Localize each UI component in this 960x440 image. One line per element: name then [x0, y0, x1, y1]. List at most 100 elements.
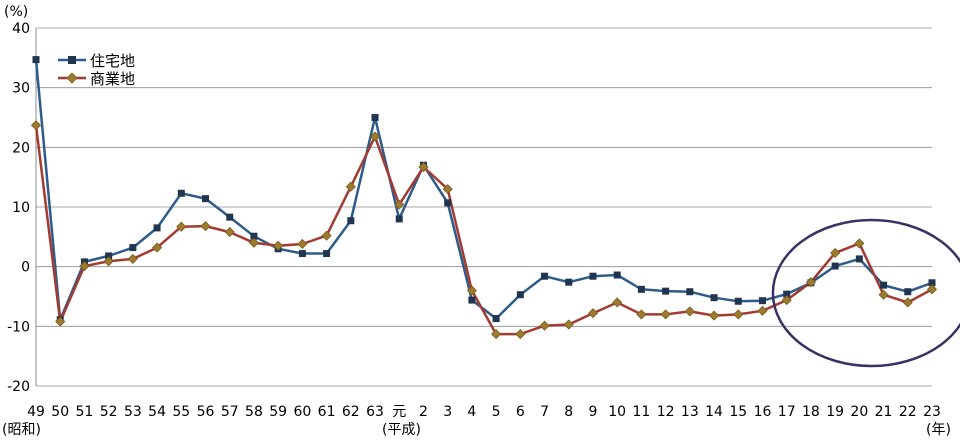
- x-tick-label: 18: [802, 404, 820, 420]
- x-tick-label: 3: [443, 404, 452, 420]
- legend: 住宅地 商業地: [58, 52, 135, 88]
- data-point-series-0: [831, 262, 839, 270]
- data-point-series-1: [176, 221, 187, 232]
- data-point-series-1: [103, 256, 114, 267]
- data-point-series-1: [636, 309, 647, 320]
- data-point-series-1: [297, 238, 308, 250]
- data-point-series-1: [394, 199, 405, 210]
- data-point-series-1: [612, 297, 623, 308]
- data-point-series-0: [904, 288, 912, 296]
- gridlines: [36, 27, 932, 387]
- series-line-1: [34, 125, 933, 336]
- data-point-series-0: [395, 215, 403, 223]
- data-point-series-0: [371, 114, 379, 121]
- data-point-series-1: [757, 305, 768, 316]
- data-point-series-0: [734, 297, 742, 305]
- x-tick-label: 60: [293, 404, 311, 420]
- y-tick-label: 30: [12, 81, 30, 97]
- data-point-series-0: [105, 252, 113, 260]
- data-point-series-1: [345, 181, 356, 192]
- x-tick-label: 23: [923, 404, 941, 420]
- x-tick-label: 53: [124, 404, 142, 420]
- data-point-series-0: [516, 291, 524, 299]
- data-point-series-1: [854, 238, 865, 249]
- x-tick-label: 57: [221, 404, 239, 420]
- x-tick-label: 55: [172, 404, 190, 420]
- data-point-series-0: [298, 250, 306, 258]
- legend-marker-series-1: [66, 72, 78, 84]
- x-tick-label: 61: [318, 404, 336, 420]
- data-point-series-1: [587, 308, 599, 319]
- data-point-series-0: [565, 278, 573, 286]
- x-tick-label: 2: [419, 404, 428, 420]
- x-tick-label: 4: [467, 404, 476, 420]
- x-tick-label: 19: [826, 404, 844, 420]
- x-tick-label: 21: [875, 404, 893, 420]
- data-point-series-0: [492, 315, 500, 323]
- x-tick-label: 8: [564, 404, 573, 420]
- data-point-series-1: [781, 295, 792, 306]
- data-point-series-0: [323, 250, 331, 258]
- x-unit-label: (年): [926, 422, 951, 438]
- data-point-series-0: [783, 290, 791, 298]
- x-tick-label: 56: [197, 404, 215, 420]
- legend-label-series-0: 住宅地: [90, 52, 135, 70]
- x-era-label-showa: (昭和): [2, 422, 41, 438]
- data-point-series-1: [466, 285, 477, 296]
- data-point-series-1: [708, 310, 720, 321]
- x-era-label-heisei: (平成): [382, 422, 421, 438]
- data-point-series-1: [369, 131, 381, 142]
- x-tick-label: 17: [778, 404, 796, 420]
- data-point-series-0: [226, 213, 234, 221]
- data-point-series-0: [758, 297, 766, 305]
- data-point-series-1: [442, 184, 453, 195]
- data-point-series-1: [539, 320, 550, 331]
- data-point-series-1: [79, 261, 90, 272]
- data-point-series-1: [200, 221, 211, 232]
- data-point-series-1: [902, 297, 913, 308]
- x-tick-label: 12: [657, 404, 675, 420]
- data-point-series-1: [55, 316, 66, 327]
- data-point-series-0: [541, 272, 549, 280]
- data-point-series-1: [660, 309, 671, 320]
- y-tick-label: -20: [7, 379, 30, 395]
- data-point-series-1: [878, 289, 889, 300]
- x-tick-label: 20: [850, 404, 868, 420]
- y-tick-labels: -20 -10 0 10 20 30 40: [7, 21, 30, 395]
- data-point-series-0: [710, 294, 718, 302]
- x-tick-label: 50: [51, 404, 69, 420]
- data-point-series-0: [250, 232, 258, 240]
- x-tick-label: 54: [148, 404, 166, 420]
- legend-label-series-1: 商業地: [90, 70, 135, 88]
- x-tick-labels: 49 50 51 52 53 54 55 56 57 58 59 60 61 62 63 元 2 3 4 5 6 7 8 9 1…: [27, 404, 941, 420]
- x-tick-label: 9: [589, 404, 598, 420]
- data-point-series-0: [880, 281, 888, 289]
- data-point-series-1: [733, 309, 744, 320]
- data-point-series-1: [563, 319, 574, 330]
- data-point-series-0: [855, 255, 863, 263]
- x-tick-label: 63: [366, 404, 384, 420]
- y-tick-label: 0: [21, 260, 30, 276]
- data-point-series-0: [202, 195, 210, 203]
- data-point-series-1: [127, 253, 138, 264]
- x-tick-label: 5: [492, 404, 501, 420]
- data-point-series-0: [32, 56, 40, 64]
- data-point-series-0: [613, 271, 621, 279]
- data-point-series-1: [30, 120, 42, 131]
- data-point-series-0: [444, 199, 452, 207]
- series: [30, 56, 938, 340]
- x-tick-label: 6: [516, 404, 525, 420]
- data-point-series-0: [177, 189, 185, 197]
- series-line-0: [34, 59, 933, 322]
- data-point-series-1: [224, 226, 235, 238]
- x-tick-label: 59: [269, 404, 287, 420]
- x-tick-label: 15: [729, 404, 747, 420]
- x-tick-label: 62: [342, 404, 360, 420]
- data-point-series-1: [418, 161, 429, 173]
- data-point-series-1: [830, 247, 841, 259]
- data-point-series-1: [321, 230, 332, 241]
- data-point-series-1: [515, 329, 526, 340]
- x-tick-label: 22: [899, 404, 917, 420]
- x-tick-label: 49: [27, 404, 45, 420]
